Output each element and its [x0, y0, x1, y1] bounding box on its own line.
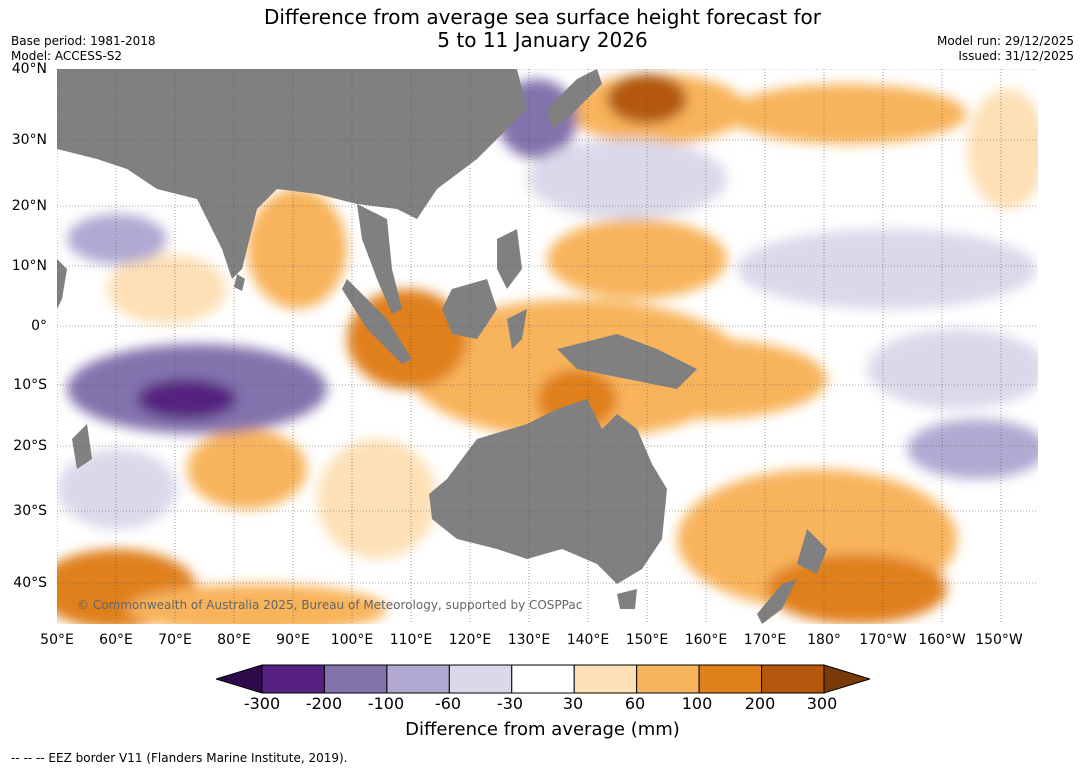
- lat-label-equator: 0°: [31, 318, 47, 334]
- colorbar-tick: -300: [243, 694, 281, 713]
- lon-label: 130°E: [507, 632, 551, 648]
- colorbar-cell: [761, 664, 825, 694]
- colorbar-tick: 300: [806, 694, 838, 713]
- colorbar-cell: [511, 664, 575, 694]
- issued-date: Issued: 31/12/2025: [958, 49, 1074, 63]
- colorbar-tick: -30: [496, 694, 524, 713]
- lon-label: 70°E: [158, 632, 192, 648]
- lon-label: 160°W: [918, 632, 966, 648]
- colorbar-cell: [573, 664, 638, 694]
- colorbar-cell: [636, 664, 700, 694]
- lon-label: 110°E: [389, 632, 433, 648]
- lon-label: 100°E: [330, 632, 374, 648]
- lon-label: 150°E: [625, 632, 669, 648]
- lat-label-40s: 40°S: [13, 575, 47, 591]
- colorbar-tick: 30: [562, 694, 584, 713]
- lat-label-20n: 20°N: [11, 198, 47, 214]
- base-period: Base period: 1981-2018: [11, 34, 156, 48]
- copyright-notice: © Commonwealth of Australia 2025, Bureau…: [77, 598, 582, 612]
- lon-label: 170°E: [743, 632, 787, 648]
- colorbar-cells: [261, 664, 825, 694]
- lon-label: 60°E: [99, 632, 133, 648]
- lon-label: 140°E: [566, 632, 610, 648]
- colorbar-tick: 200: [744, 694, 776, 713]
- lon-label: 160°E: [684, 632, 728, 648]
- model-run: Model run: 29/12/2025: [936, 34, 1074, 48]
- lon-label: 170°W: [859, 632, 907, 648]
- graticule: [57, 69, 1038, 624]
- colorbar-title: Difference from average (mm): [405, 719, 680, 740]
- map-title-line2: 5 to 11 January 2026: [437, 28, 648, 52]
- map-title-line1: Difference from average sea surface heig…: [263, 5, 822, 29]
- lat-label-10s: 10°S: [13, 377, 47, 393]
- colorbar-tick: -200: [305, 694, 343, 713]
- colorbar-tick: -60: [434, 694, 462, 713]
- lon-label: 80°E: [217, 632, 251, 648]
- colorbar-cell: [261, 664, 325, 694]
- lon-label: 50°E: [40, 632, 74, 648]
- colorbar-extend-high: [823, 664, 870, 694]
- lat-label-30s: 30°S: [13, 503, 47, 519]
- lat-label-10n: 10°N: [11, 258, 47, 274]
- colorbar-cell: [698, 664, 763, 694]
- land-masses: [57, 69, 827, 624]
- lat-label-20s: 20°S: [13, 438, 47, 454]
- colorbar-tick: 100: [681, 694, 713, 713]
- lat-label-30n: 30°N: [11, 132, 47, 148]
- lon-label: 180°: [807, 632, 841, 648]
- lon-label: 120°E: [448, 632, 492, 648]
- colorbar-extend-low: [216, 664, 263, 694]
- eez-legend-note: -- -- -- EEZ border V11 (Flanders Marine…: [11, 751, 348, 765]
- colorbar-tick: -100: [367, 694, 405, 713]
- colorbar: [216, 664, 870, 694]
- colorbar-cell: [448, 664, 513, 694]
- model-name: Model: ACCESS-S2: [11, 49, 123, 63]
- lon-label: 90°E: [276, 632, 310, 648]
- colorbar-cell: [386, 664, 450, 694]
- lat-label-40n: 40°N: [11, 61, 47, 77]
- colorbar-tick: 60: [624, 694, 646, 713]
- sea-surface-height-map: © Commonwealth of Australia 2025, Bureau…: [57, 69, 1038, 624]
- colorbar-cell: [323, 664, 388, 694]
- lon-label: 150°W: [975, 632, 1023, 648]
